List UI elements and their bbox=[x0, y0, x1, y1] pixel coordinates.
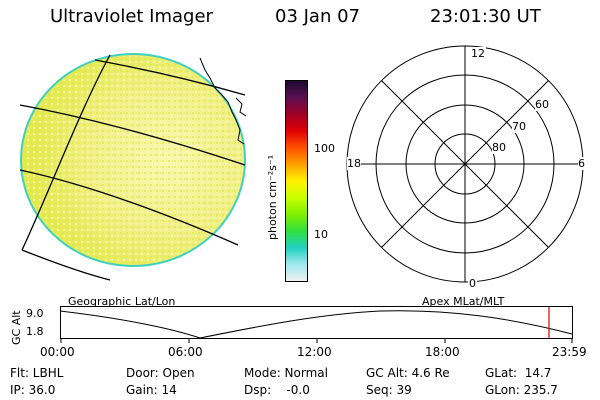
polar-plot bbox=[346, 45, 584, 283]
mlt-label-12: 12 bbox=[470, 47, 486, 60]
lat-label-80: 80 bbox=[492, 141, 506, 154]
coastline bbox=[199, 57, 247, 145]
gc-alt-status: GC Alt: 4.6 Re bbox=[366, 366, 450, 380]
filter-status: Flt: LBHL bbox=[10, 366, 64, 380]
mlt-label-18: 18 bbox=[347, 157, 361, 170]
timeline-y-tick-9: 9.0 bbox=[26, 307, 44, 320]
x-tick-0600: 06:00 bbox=[168, 345, 203, 359]
geographic-grid bbox=[19, 54, 246, 281]
door-status: Door: Open bbox=[126, 366, 195, 380]
colorbar bbox=[285, 80, 308, 282]
x-tick-1800: 18:00 bbox=[425, 345, 460, 359]
lat-label-70: 70 bbox=[512, 120, 526, 133]
date-label: 03 Jan 07 bbox=[275, 6, 360, 27]
colorbar-unit-label: photon cm⁻²s⁻¹ bbox=[266, 154, 279, 240]
colorbar-tick-100: 100 bbox=[314, 142, 335, 155]
timeline-y-axis-label: GC Alt bbox=[10, 310, 23, 345]
colorbar-tick-10: 10 bbox=[314, 228, 328, 241]
lat-label-60: 60 bbox=[535, 98, 549, 111]
orbit-altitude-plot bbox=[60, 306, 573, 343]
seq-status: Seq: 39 bbox=[366, 383, 412, 397]
glon-status: GLon: 235.7 bbox=[485, 383, 558, 397]
x-tick-0000: 00:00 bbox=[40, 345, 75, 359]
timeline-y-tick-1-8: 1.8 bbox=[26, 325, 44, 338]
colorbar-gradient bbox=[286, 81, 307, 281]
x-tick-2359: 23:59 bbox=[552, 345, 587, 359]
mlt-label-0: 0 bbox=[468, 277, 477, 290]
glat-status: GLat: 14.7 bbox=[485, 366, 552, 380]
x-tick-1200: 12:00 bbox=[297, 345, 332, 359]
dsp-status: Dsp: -0.0 bbox=[244, 383, 310, 397]
mlt-label-6: 6 bbox=[578, 157, 585, 170]
timeline-right-label: Apex MLat/MLT bbox=[422, 295, 505, 308]
timeline-left-label: Geographic Lat/Lon bbox=[68, 295, 176, 308]
uv-earth-image bbox=[19, 53, 247, 281]
ip-status: IP: 36.0 bbox=[10, 383, 56, 397]
time-label: 23:01:30 UT bbox=[430, 6, 541, 27]
gain-status: Gain: 14 bbox=[126, 383, 177, 397]
altitude-curve bbox=[60, 310, 573, 339]
mode-status: Mode: Normal bbox=[244, 366, 328, 380]
instrument-title: Ultraviolet Imager bbox=[50, 6, 213, 27]
